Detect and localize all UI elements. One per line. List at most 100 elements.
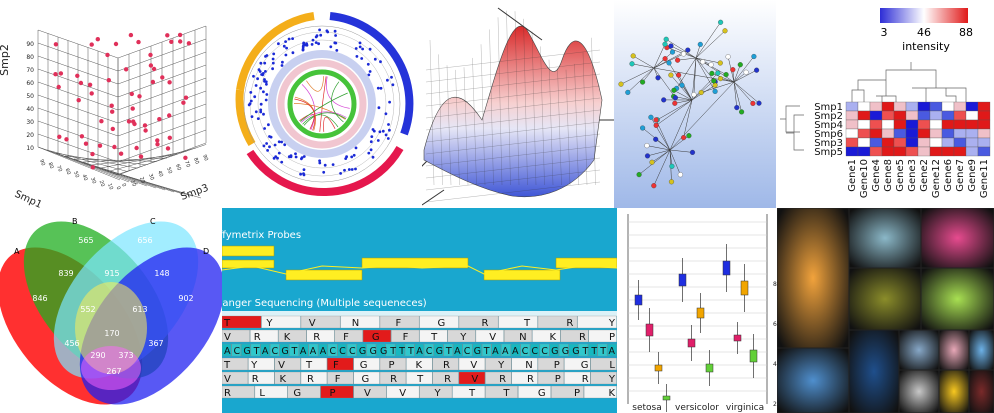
circos-point [390,75,393,79]
scatter3d-point [148,63,154,68]
network-node [675,57,681,63]
network-node [730,67,736,73]
scatter3d-y-label: Smp2 [0,44,11,76]
scatter3d-point [90,165,96,170]
circos-point [358,41,362,45]
network-node [669,49,676,55]
circos-point [264,80,268,84]
circos-link [323,116,336,132]
scatter3d-point [155,142,160,147]
sequence-row: TYVTFGPKRVYNPGL [223,360,615,371]
venn-region-count: 656 [137,236,152,245]
heatmap-cell [977,137,991,148]
scatter3d-point [58,71,64,76]
scatter3d-x-tick: 40 [81,174,89,182]
heatmap-column-dendrogram [851,62,967,102]
heatmap-cell [917,128,931,139]
network-node [669,163,675,169]
network-node [651,183,657,189]
treemap-cell [848,329,900,413]
heatmap-column-label: Gene3 [907,159,918,192]
circos-point [302,173,306,177]
circos-point [384,112,388,116]
heatmap-column-label: Gene9 [967,159,978,192]
heatmap-cell [941,119,955,130]
venn-panel: A B C D 846 565 656 902 839 915 148 552 613 456 17… [0,208,222,413]
circos-point [370,135,374,138]
circos-point [271,57,275,61]
boxplot-category-label: virginica [726,403,764,413]
network-node [625,89,631,95]
network-node [711,78,717,84]
scatter3d-point [89,91,94,96]
sanger-track-label: Sanger Sequencing (Multiple sequeneces) [222,298,427,309]
scatter3d-point [148,52,153,58]
circos-point [248,102,252,105]
probe-bars [222,245,617,281]
circos-point [373,57,377,61]
network-node [718,19,724,25]
scatter3d-point [183,155,188,160]
boxplot-y-tick: 4 [773,361,777,368]
venn-diagram: A B C D 846 565 656 902 839 915 148 552 613 456 17… [0,217,222,405]
network-node [640,79,646,85]
circos-point [369,148,373,152]
circos-panel [222,0,422,208]
treemap-cell [898,369,940,413]
heatmap-cell [893,110,907,121]
heatmap-cell [893,137,907,148]
circos-point [259,61,263,65]
circos-point [387,123,390,126]
circos-point [249,99,253,103]
circos-link [319,76,327,132]
circos-point [379,60,382,64]
circos-point [249,91,253,94]
circos-point [310,43,314,46]
scatter3d-point [178,39,183,44]
network-node [734,105,740,111]
circos-arc-blue [329,12,414,136]
circos-point [272,156,276,160]
circos-arc-orange-2 [235,89,256,147]
circos-point [350,168,354,171]
boxplot-box [722,260,731,276]
heatmap-column-label: Gene11 [979,159,990,198]
heatmap-column-label: Gene12 [931,159,942,198]
scatter3d-z-tick: 30 [147,173,155,181]
scatter3d-point [186,41,192,46]
circos-green-ring [287,69,357,139]
circos-point [285,46,288,50]
scatter3d-point [123,67,129,72]
scatter3d-point [165,33,170,38]
circos-point [254,84,258,87]
scatter3d-point [75,73,80,79]
scatter3d-point [53,42,59,47]
network-node [756,100,762,106]
scatter3d-panel: Smp2 Smp1 Smp3 10 20 30 40 50 60 70 80 90 90 80 70… [0,0,222,208]
circos-point [287,37,291,41]
scatter3d-point [78,80,84,86]
network-node [750,100,756,106]
circos-point [339,172,342,175]
boxplot-box [696,307,705,319]
circos-heat-ring-inner [277,59,367,149]
circos-point [284,53,288,57]
boxplot-box [678,273,687,287]
heatmap-row-label: Smp4 [814,120,843,131]
scatter3d-point [110,109,115,114]
scatter3d-point [128,32,134,38]
network-node [691,92,697,98]
scatter3d-point [142,123,148,128]
heatmap-cell [869,146,883,157]
network-node [653,122,659,128]
network-node [666,60,672,66]
scatter3d-z-label: Smp3 [179,183,210,203]
heatmap-column-label: Gene1 [847,159,858,192]
circos-point [305,42,308,46]
circos-point [333,29,337,33]
scatter3d-point [97,143,103,148]
circos-point [276,156,279,160]
circos-point [347,168,351,171]
surface-plot [422,7,614,206]
circos-point [318,161,322,165]
